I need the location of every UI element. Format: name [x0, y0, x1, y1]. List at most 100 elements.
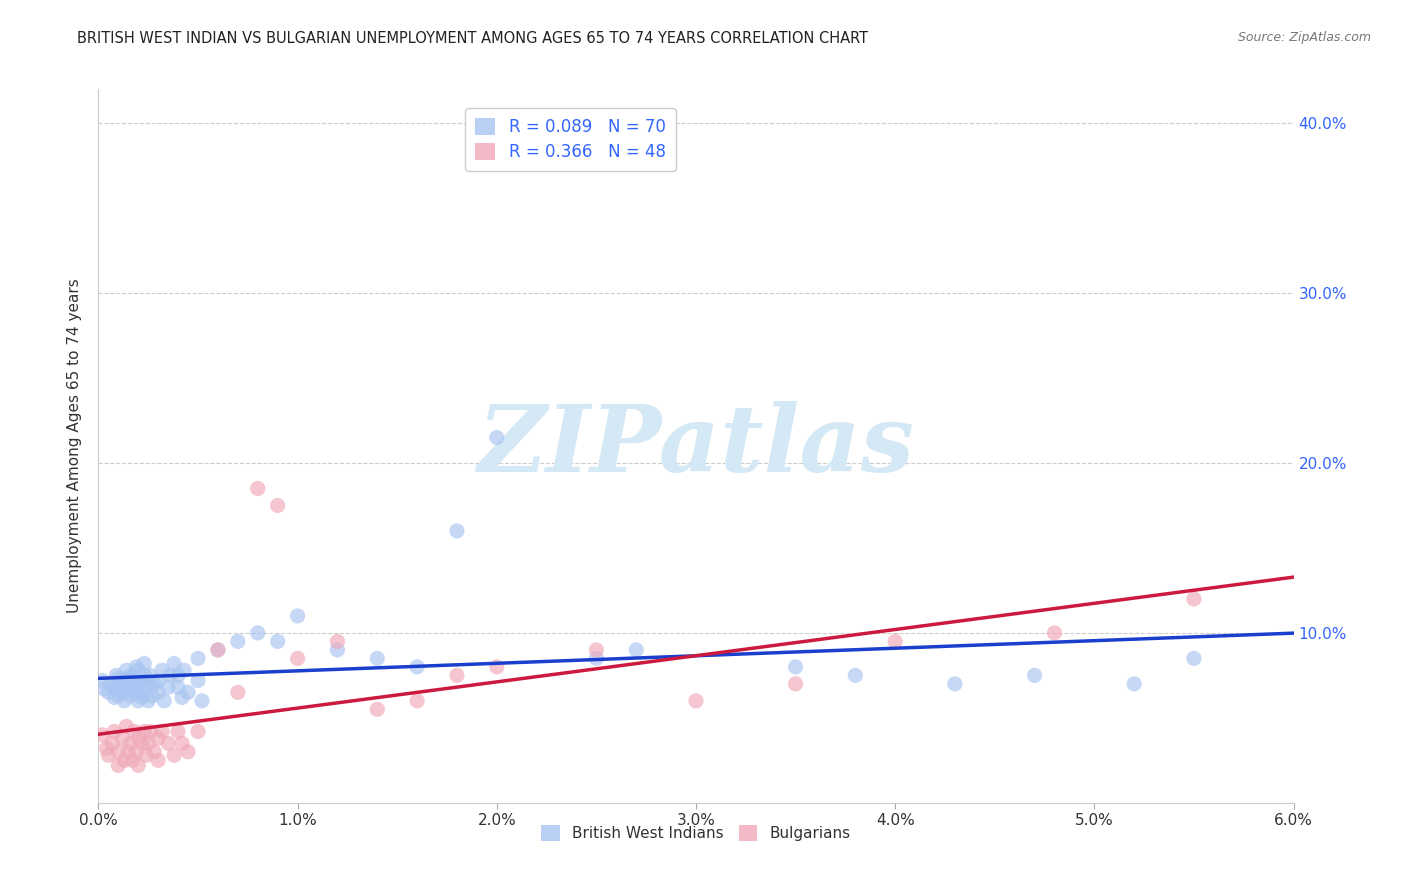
Point: [139, 724, 162, 739]
Point: [267, 634, 290, 648]
Text: BRITISH WEST INDIAN VS BULGARIAN UNEMPLOYMENT AMONG AGES 65 TO 74 YEARS CORRELAT: BRITISH WEST INDIAN VS BULGARIAN UNEMPLO…: [77, 31, 869, 46]
Point: [112, 694, 135, 708]
Point: [485, 660, 508, 674]
Point: [115, 673, 138, 688]
Point: [98, 677, 122, 691]
Point: [287, 608, 309, 623]
Point: [326, 634, 349, 648]
Point: [115, 719, 138, 733]
Point: [115, 663, 138, 677]
Legend: British West Indians, Bulgarians: British West Indians, Bulgarians: [534, 817, 858, 848]
Point: [111, 731, 134, 746]
Point: [366, 651, 388, 665]
Point: [157, 736, 180, 750]
Point: [187, 673, 209, 688]
Point: [785, 677, 807, 691]
Point: [287, 651, 309, 665]
Point: [97, 685, 120, 699]
Point: [1182, 591, 1205, 606]
Point: [120, 679, 142, 693]
Point: [326, 643, 349, 657]
Point: [150, 724, 173, 739]
Point: [131, 680, 153, 694]
Point: [103, 724, 125, 739]
Point: [167, 724, 190, 739]
Point: [127, 685, 149, 699]
Point: [187, 651, 209, 665]
Point: [267, 499, 290, 513]
Point: [226, 634, 249, 648]
Point: [105, 668, 128, 682]
Point: [124, 685, 146, 699]
Point: [173, 663, 195, 677]
Point: [148, 753, 170, 767]
Point: [246, 626, 269, 640]
Point: [127, 758, 149, 772]
Point: [785, 660, 807, 674]
Point: [163, 748, 186, 763]
Point: [124, 724, 146, 739]
Point: [134, 668, 156, 682]
Point: [177, 685, 200, 699]
Point: [246, 482, 269, 496]
Point: [226, 685, 249, 699]
Point: [111, 675, 134, 690]
Point: [127, 677, 149, 691]
Point: [406, 660, 429, 674]
Point: [187, 724, 209, 739]
Point: [120, 689, 142, 703]
Point: [91, 728, 114, 742]
Point: [120, 736, 142, 750]
Point: [1024, 668, 1046, 682]
Point: [135, 748, 157, 763]
Point: [143, 745, 166, 759]
Point: [167, 668, 190, 682]
Point: [121, 753, 143, 767]
Point: [446, 668, 468, 682]
Point: [141, 689, 163, 703]
Point: [127, 663, 149, 677]
Point: [136, 736, 159, 750]
Point: [107, 758, 129, 772]
Point: [103, 680, 125, 694]
Point: [131, 690, 153, 705]
Point: [167, 680, 190, 694]
Point: [121, 668, 143, 682]
Point: [107, 689, 129, 703]
Point: [191, 694, 214, 708]
Point: [117, 670, 139, 684]
Point: [127, 694, 149, 708]
Point: [125, 660, 148, 674]
Point: [135, 673, 157, 688]
Point: [112, 753, 135, 767]
Point: [626, 643, 648, 657]
Point: [101, 736, 124, 750]
Point: [117, 745, 139, 759]
Point: [136, 680, 159, 694]
Point: [96, 741, 118, 756]
Point: [139, 668, 162, 682]
Point: [127, 731, 149, 746]
Point: [366, 702, 388, 716]
Point: [485, 430, 508, 444]
Point: [134, 724, 156, 739]
Point: [1043, 626, 1066, 640]
Point: [93, 681, 115, 696]
Point: [1123, 677, 1146, 691]
Point: [207, 643, 229, 657]
Point: [446, 524, 468, 538]
Point: [685, 694, 707, 708]
Point: [157, 680, 180, 694]
Point: [131, 736, 153, 750]
Point: [148, 731, 170, 746]
Point: [172, 690, 194, 705]
Point: [844, 668, 866, 682]
Text: ZIPatlas: ZIPatlas: [478, 401, 914, 491]
Point: [150, 663, 173, 677]
Point: [163, 657, 186, 671]
Point: [143, 677, 166, 691]
Point: [406, 694, 429, 708]
Point: [117, 681, 139, 696]
Point: [585, 643, 607, 657]
Text: Source: ZipAtlas.com: Source: ZipAtlas.com: [1237, 31, 1371, 45]
